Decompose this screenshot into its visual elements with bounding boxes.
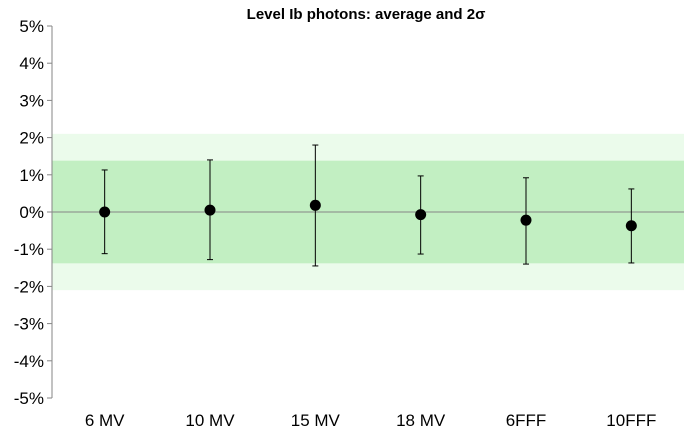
y-tick-label: 0% (19, 203, 44, 222)
plot-frame (51, 26, 684, 398)
y-tick-label: 5% (19, 17, 44, 36)
data-points (99, 199, 637, 232)
data-point (625, 220, 637, 232)
x-tick-label: 6 MV (85, 411, 125, 430)
data-point (204, 204, 216, 216)
y-tick-label: -2% (14, 277, 44, 296)
y-tick-label: -4% (14, 352, 44, 371)
x-tick-label: 15 MV (291, 411, 341, 430)
x-tick-label: 6FFF (506, 411, 547, 430)
y-tick-label: 1% (19, 166, 44, 185)
y-tick-label: -3% (14, 315, 44, 334)
x-tick-label: 10 MV (185, 411, 235, 430)
data-point (309, 199, 321, 211)
y-tick-label: 2% (19, 129, 44, 148)
data-point (415, 209, 427, 221)
x-axis: 6 MV 10 MV 15 MV 18 MV 6FFF 10FFF (85, 411, 657, 430)
y-tick-label: 3% (19, 91, 44, 110)
data-point (99, 206, 111, 218)
y-tick-label: -1% (14, 240, 44, 259)
y-tick-label: -5% (14, 389, 44, 408)
y-tick-label: 4% (19, 54, 44, 73)
x-tick-label: 18 MV (396, 411, 446, 430)
chart-title: Level Ib photons: average and 2σ (247, 6, 486, 23)
x-tick-label: 10FFF (606, 411, 656, 430)
data-point (520, 214, 532, 226)
y-axis: 5% 4% 3% 2% 1% 0% -1% -2% -3% -4% -5% (14, 17, 52, 408)
